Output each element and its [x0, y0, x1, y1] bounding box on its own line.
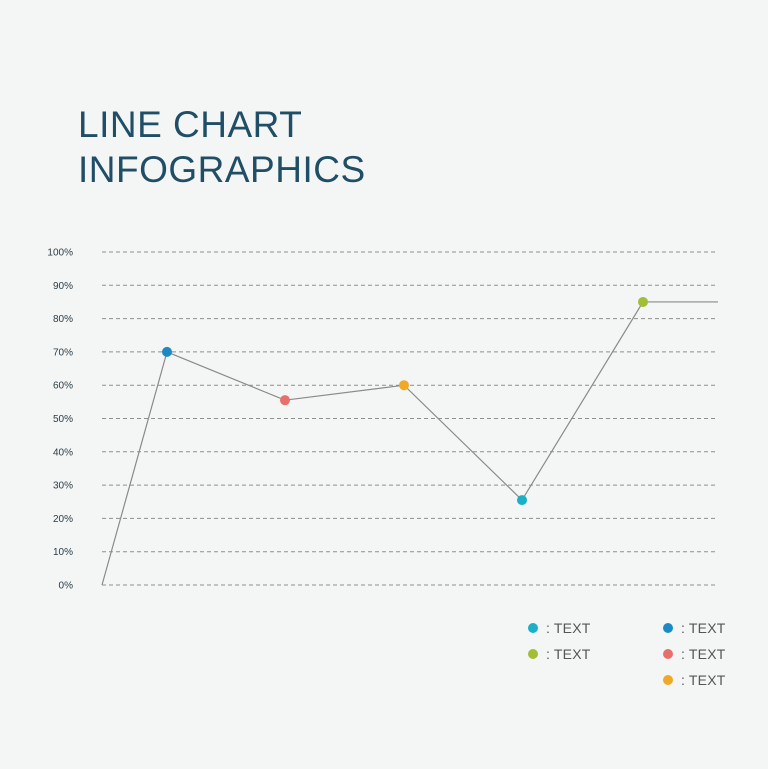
data-markers	[162, 296, 648, 506]
data-point-marker	[517, 495, 527, 506]
y-tick-label: 30%	[53, 481, 73, 492]
series-line-layer	[101, 301, 718, 586]
data-point-marker	[280, 395, 290, 406]
y-tick-label: 0%	[59, 581, 74, 592]
y-tick-label: 60%	[53, 381, 73, 392]
data-point-marker	[638, 296, 648, 307]
y-tick-label: 80%	[53, 314, 73, 325]
y-axis-ticks: 0% 10% 20% 30% 40% 50% 60% 70% 80% 90% 100%	[47, 248, 73, 592]
y-tick-label: 40%	[53, 447, 73, 458]
y-tick-label: 20%	[53, 514, 73, 525]
y-tick-label: 90%	[53, 281, 73, 292]
chart-title: LINE CHART INFOGRAPHICS	[78, 102, 366, 192]
data-point-marker	[162, 346, 172, 357]
chart-title-line-2: INFOGRAPHICS	[78, 149, 366, 190]
gridlines	[102, 251, 718, 586]
y-tick-label: 70%	[53, 347, 73, 358]
data-point-marker	[399, 380, 409, 391]
y-tick-label: 100%	[47, 248, 73, 259]
y-tick-label: 10%	[53, 547, 73, 558]
series-line	[101, 301, 718, 586]
y-tick-label: 50%	[53, 414, 73, 425]
chart-title-line-1: LINE CHART	[78, 104, 303, 145]
